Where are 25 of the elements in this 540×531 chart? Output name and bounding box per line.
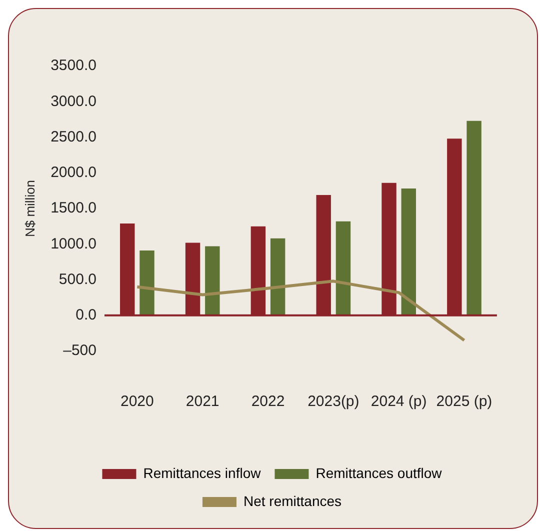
y-tick-label: 1500.0	[50, 200, 96, 217]
x-tick-label: 2022	[251, 393, 285, 410]
bar	[270, 238, 286, 316]
legend-label: Remittances inflow	[143, 464, 262, 481]
x-tick-label: 2025 (p)	[436, 393, 492, 410]
legend-label: Remittances outflow	[316, 464, 443, 481]
y-tick-label: 0.0	[76, 306, 96, 324]
x-tick-label: 2021	[186, 393, 220, 410]
y-tick-label: 2000.0	[50, 164, 96, 182]
bar	[336, 221, 351, 316]
x-tick-label: 2024 (p)	[370, 393, 427, 410]
bar	[140, 250, 154, 316]
y-tick-label: 2500.0	[50, 128, 96, 146]
y-tick-label: 1000.0	[50, 235, 96, 252]
bar	[205, 246, 220, 316]
x-tick-label: 2023(p)	[308, 393, 360, 410]
bar	[466, 120, 482, 316]
bar	[401, 188, 416, 316]
y-tick-label: 500.0	[58, 270, 96, 288]
y-axis-title: N$ million	[22, 180, 38, 238]
y-tick-label: –500	[63, 342, 96, 360]
x-tick-label: 2020	[120, 393, 154, 410]
legend-label: Net remittances	[243, 492, 342, 509]
y-tick-label: 3500.0	[50, 57, 96, 74]
y-tick-label: 3000.0	[50, 92, 96, 110]
